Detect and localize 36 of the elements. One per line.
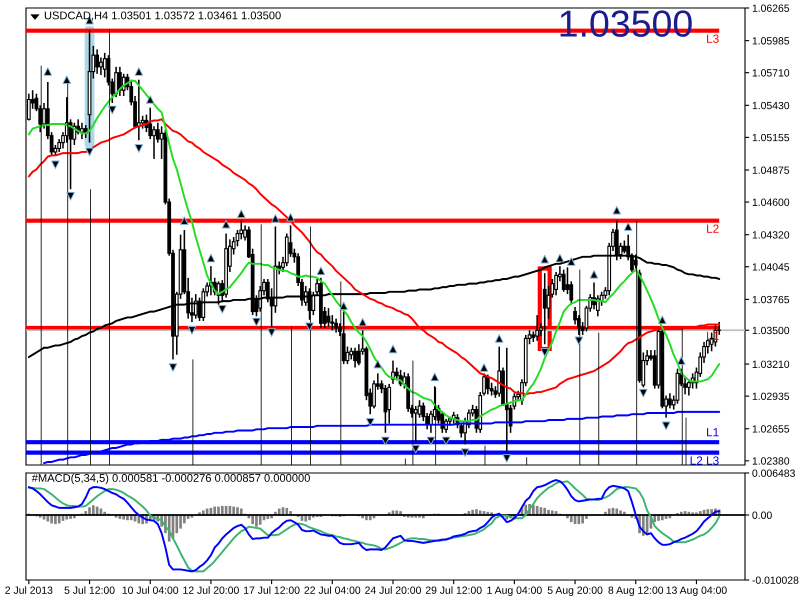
y-tick-label: 1.05430 xyxy=(752,102,790,110)
x-tick-label: 1 Aug 04:00 xyxy=(487,586,542,596)
x-tick-label: 22 Jul 04:00 xyxy=(304,586,360,594)
x-tick-label: 5 Jul 12:00 xyxy=(64,586,115,594)
y-tick-label: 1.05710 xyxy=(752,69,790,77)
y-tick-label: 1.03500 xyxy=(752,326,790,334)
y-tick-label: 0.006483 xyxy=(752,470,795,477)
x-tick-label: 24 Jul 20:00 xyxy=(365,586,421,594)
y-tick-label: 1.03210 xyxy=(752,360,790,368)
y-tick-label: 1.04045 xyxy=(752,263,790,271)
x-tick-label: 5 Aug 20:00 xyxy=(548,586,602,596)
y-tick-label: 1.04320 xyxy=(752,231,790,239)
x-tick-label: 13 Aug 04:00 xyxy=(666,586,727,596)
y-tick-label: 1.04875 xyxy=(752,166,790,174)
x-tick-label: 12 Jul 20:00 xyxy=(183,586,239,594)
x-tick-label: 29 Jul 12:00 xyxy=(426,586,482,594)
x-tick-label: 8 Aug 12:00 xyxy=(608,586,664,596)
y-tick-label: -0.010028 xyxy=(752,576,798,584)
y-tick-label: 1.03765 xyxy=(752,296,790,304)
y-tick-label: 1.05985 xyxy=(752,37,790,45)
ref-line-label: L2 xyxy=(707,224,719,233)
chart-title: USDCAD,H4 1.03501 1.03572 1.03461 1.03500 xyxy=(44,11,281,21)
y-tick-label: 1.06265 xyxy=(752,4,790,12)
x-tick-label: 10 Jul 04:00 xyxy=(122,586,178,594)
ref-line-label: L2 L3 xyxy=(690,456,719,465)
x-tick-label: 2 Jul 2013 xyxy=(5,586,52,594)
ref-line-label: L3 xyxy=(707,34,719,43)
y-tick-label: 1.02380 xyxy=(752,457,790,465)
y-tick-label: 1.02935 xyxy=(752,392,790,400)
y-tick-label: 1.05155 xyxy=(752,134,790,142)
y-tick-label: 1.02655 xyxy=(752,425,790,433)
y-tick-label: 0.00 xyxy=(752,512,772,519)
x-tick-label: 17 Jul 12:00 xyxy=(244,586,300,594)
ref-line-label: L1 xyxy=(707,428,719,436)
y-tick-label: 1.04600 xyxy=(752,198,790,206)
chart-title: #MACD(5,34,5) 0.000581 -0.000276 0.000857 0.000000 xyxy=(32,474,310,484)
